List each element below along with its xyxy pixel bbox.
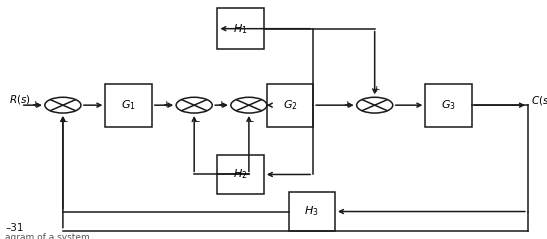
- FancyBboxPatch shape: [105, 84, 152, 127]
- Circle shape: [231, 97, 267, 113]
- Text: $H_1$: $H_1$: [234, 22, 248, 36]
- Text: $R(s)$: $R(s)$: [9, 93, 31, 106]
- Text: +: +: [342, 100, 350, 109]
- Text: +: +: [372, 85, 380, 94]
- Text: $H_3$: $H_3$: [305, 205, 319, 218]
- Text: $H_2$: $H_2$: [234, 168, 248, 181]
- FancyBboxPatch shape: [218, 155, 264, 194]
- Text: $G_2$: $G_2$: [283, 98, 297, 112]
- FancyBboxPatch shape: [267, 84, 313, 127]
- FancyBboxPatch shape: [426, 84, 472, 127]
- Circle shape: [357, 97, 393, 113]
- Text: +: +: [162, 100, 170, 109]
- Text: +: +: [31, 100, 38, 109]
- Text: −: −: [60, 116, 68, 125]
- Circle shape: [176, 97, 212, 113]
- Text: −: −: [246, 116, 254, 125]
- Text: –31: –31: [5, 223, 24, 234]
- Text: $G_3$: $G_3$: [441, 98, 456, 112]
- Text: agram of a system.: agram of a system.: [5, 233, 93, 239]
- Text: −: −: [191, 116, 199, 125]
- FancyBboxPatch shape: [289, 192, 335, 231]
- Text: $C(s)$: $C(s)$: [531, 94, 547, 107]
- FancyBboxPatch shape: [218, 8, 264, 49]
- Circle shape: [45, 97, 81, 113]
- Text: +: +: [217, 100, 224, 109]
- Text: $G_1$: $G_1$: [121, 98, 136, 112]
